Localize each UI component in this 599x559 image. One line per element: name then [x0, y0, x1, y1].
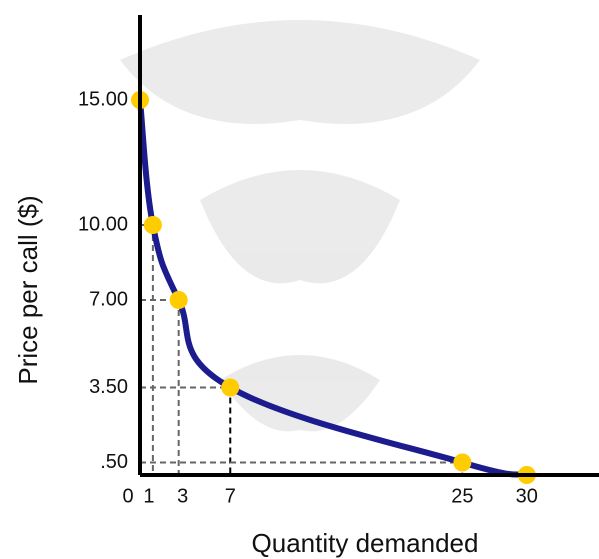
point [221, 378, 240, 397]
point [169, 291, 188, 309]
y-tick-label: .50 [100, 451, 128, 473]
watermark [120, 20, 480, 432]
y-tick-label: 7.00 [89, 288, 128, 310]
y-tick-label: 3.50 [89, 376, 128, 398]
point [453, 453, 472, 472]
x-tick-label: 1 [143, 485, 154, 507]
y-tick-label: 10.00 [78, 213, 128, 235]
x-axis-title: Quantity demanded [252, 528, 479, 558]
y-axis-title: Price per call ($) [13, 195, 43, 384]
x-tick-label: 25 [451, 485, 473, 507]
x-tick-label: 3 [177, 485, 188, 507]
point [143, 216, 162, 234]
y-tick-label: 15.00 [78, 88, 128, 110]
x-tick-label: 30 [516, 485, 538, 507]
x-tick-label: 7 [225, 485, 236, 507]
x-tick-label: 0 [122, 485, 133, 507]
